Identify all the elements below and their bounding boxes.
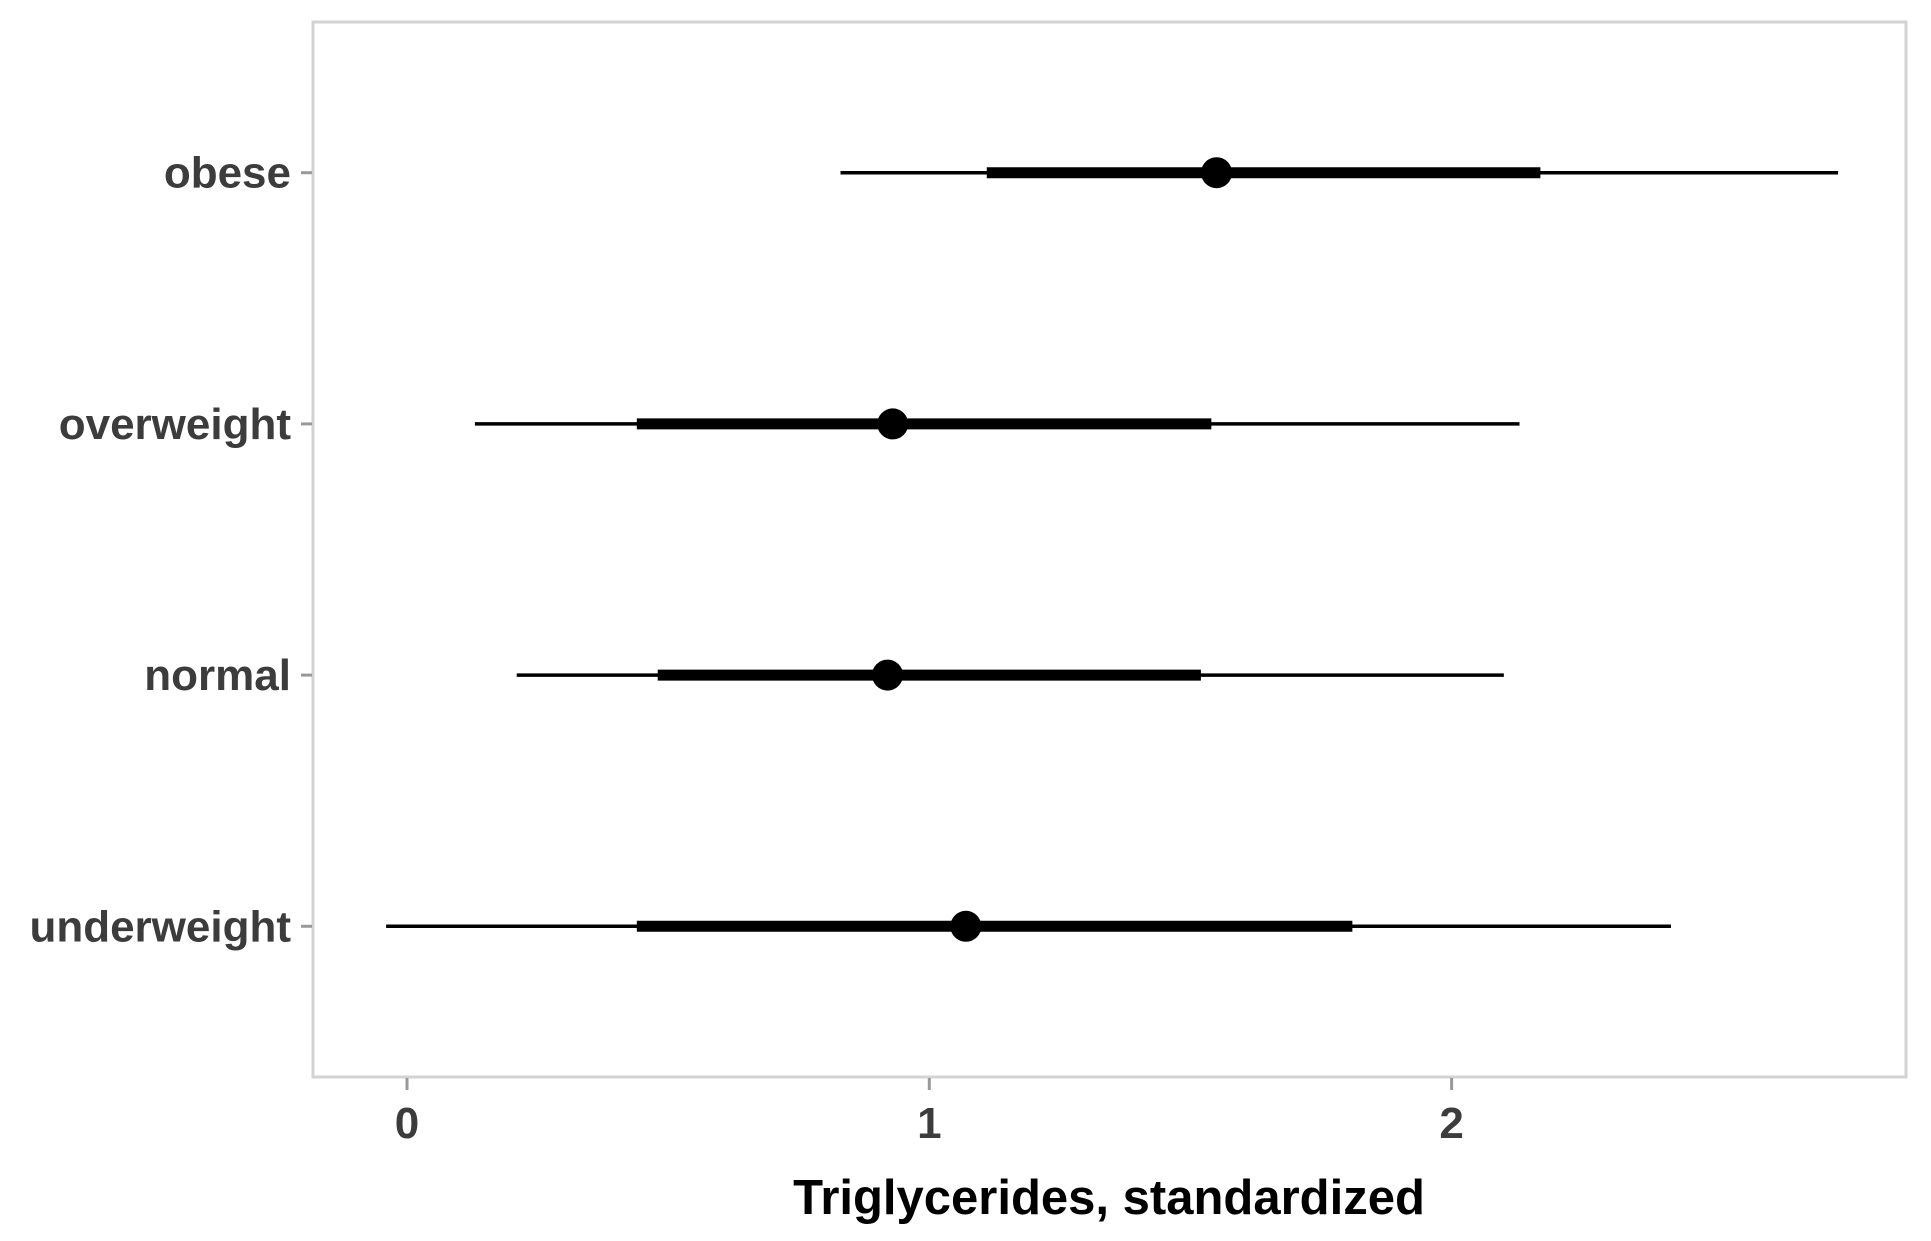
y-axis-label: normal bbox=[144, 651, 291, 700]
y-axis-label: overweight bbox=[59, 400, 292, 449]
y-axis-label: obese bbox=[164, 149, 291, 198]
x-axis-tick-label: 0 bbox=[395, 1099, 419, 1148]
x-axis-tick-label: 1 bbox=[917, 1099, 941, 1148]
point-estimate bbox=[950, 910, 982, 942]
point-estimate bbox=[1201, 157, 1233, 189]
x-axis-tick-label: 2 bbox=[1439, 1099, 1463, 1148]
plot-panel bbox=[311, 20, 1908, 1079]
point-estimate bbox=[872, 659, 904, 691]
y-axis-label: underweight bbox=[29, 902, 291, 951]
x-axis-title: Triglycerides, standardized bbox=[793, 1171, 1425, 1225]
point-estimate bbox=[877, 408, 909, 440]
